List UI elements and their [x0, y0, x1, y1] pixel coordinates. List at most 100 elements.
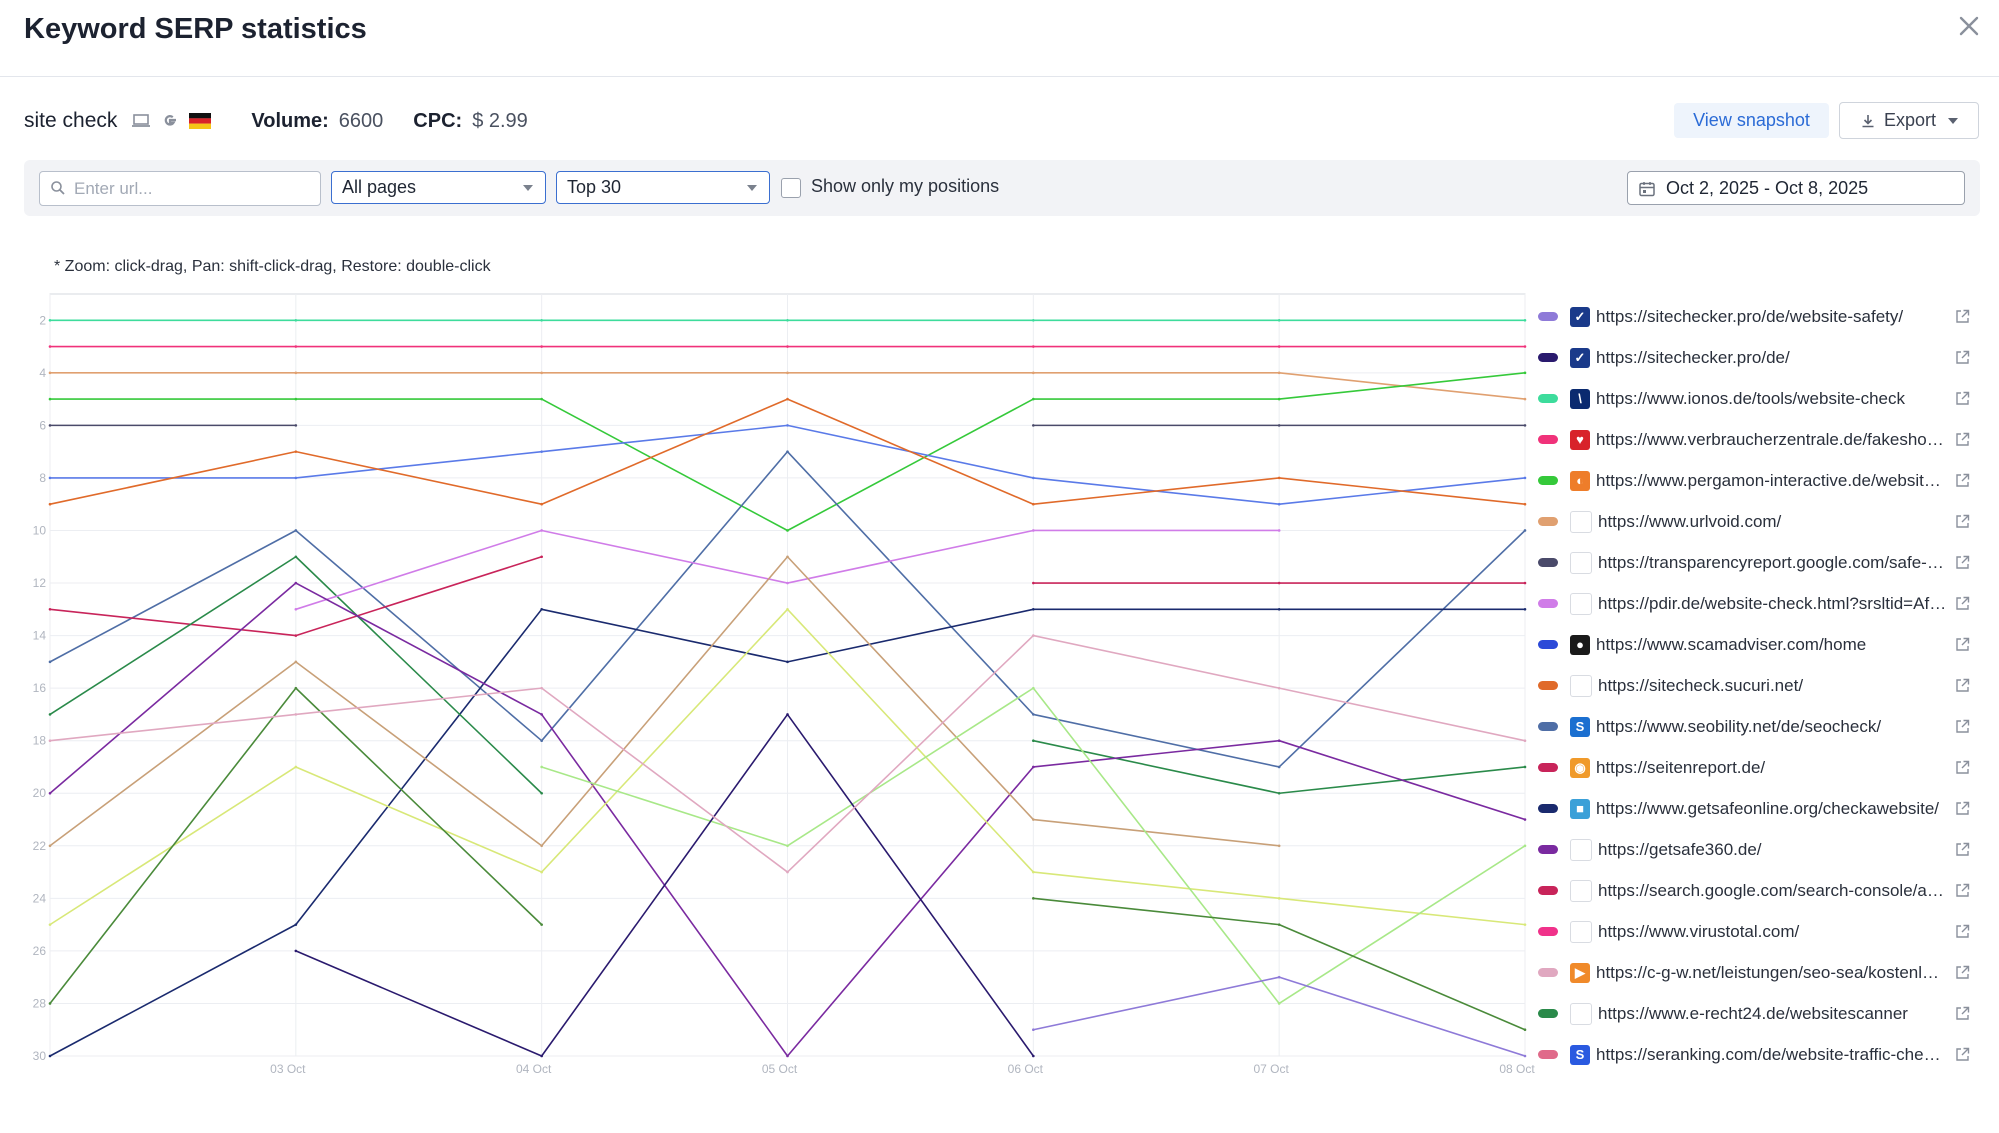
- legend-item[interactable]: https://transparencyreport.google.com/sa…: [1536, 542, 1976, 583]
- chevron-down-icon: [747, 185, 757, 191]
- legend-item[interactable]: ♥ https://www.verbraucherzentrale.de/fake…: [1536, 419, 1976, 460]
- view-snapshot-button[interactable]: View snapshot: [1674, 103, 1829, 138]
- favicon-icon: S: [1570, 1044, 1590, 1065]
- favicon-icon: ✓: [1570, 347, 1590, 368]
- legend-swatch: [1538, 640, 1558, 649]
- external-link-icon[interactable]: [1954, 882, 1971, 904]
- pages-select[interactable]: All pages: [331, 171, 546, 204]
- series-line[interactable]: [48, 581, 1527, 1058]
- legend-url: https://www.pergamon-interactive.de/webs…: [1596, 470, 1946, 490]
- close-icon[interactable]: [1952, 9, 1986, 43]
- external-link-icon[interactable]: [1954, 554, 1971, 576]
- legend-item[interactable]: https://pdir.de/website-check.html?srslt…: [1536, 583, 1976, 624]
- series-line[interactable]: [48, 608, 1527, 1058]
- favicon-icon: [1570, 674, 1592, 697]
- legend-url: https://sitecheck.sucuri.net/: [1598, 675, 1804, 695]
- series-line[interactable]: [48, 686, 1527, 1032]
- legend-item[interactable]: https://sitecheck.sucuri.net/: [1536, 665, 1976, 706]
- series-line[interactable]: [48, 555, 1527, 637]
- y-tick-label: 18: [33, 734, 47, 748]
- series-line[interactable]: [48, 371, 1527, 401]
- series-line[interactable]: [48, 345, 1527, 348]
- legend-item[interactable]: ◐ https://www.pergamon-interactive.de/web…: [1536, 460, 1976, 501]
- external-link-icon[interactable]: [1954, 1046, 1971, 1068]
- external-link-icon[interactable]: [1954, 390, 1971, 412]
- legend-item[interactable]: ▶ https://c-g-w.net/leistungen/seo-sea/ko…: [1536, 952, 1976, 993]
- url-input[interactable]: [72, 172, 316, 205]
- legend-item[interactable]: ✓ https://sitechecker.pro/de/website-safe…: [1536, 296, 1976, 337]
- external-link-icon[interactable]: [1954, 431, 1971, 453]
- external-link-icon[interactable]: [1954, 472, 1971, 494]
- y-tick-label: 26: [33, 944, 47, 958]
- series-line[interactable]: [48, 450, 1527, 769]
- external-link-icon[interactable]: [1954, 1005, 1971, 1027]
- external-link-icon[interactable]: [1954, 349, 1971, 371]
- series-segment: [1033, 897, 1526, 1031]
- series-line[interactable]: [48, 555, 1281, 848]
- series-line[interactable]: [294, 529, 1281, 611]
- y-tick-label: 4: [39, 366, 46, 380]
- external-link-icon[interactable]: [1954, 677, 1971, 699]
- legend-item[interactable]: \ https://www.ionos.de/tools/website-chec…: [1536, 378, 1976, 419]
- chart-series[interactable]: [48, 318, 1527, 1058]
- legend-url: https://search.google.com/search-console…: [1598, 880, 1948, 900]
- legend-item[interactable]: https://www.virustotal.com/: [1536, 911, 1976, 952]
- legend-item[interactable]: https://search.google.com/search-console…: [1536, 870, 1976, 911]
- show-only-my-positions-label[interactable]: Show only my positions: [811, 176, 1000, 196]
- top-select[interactable]: Top 30: [556, 171, 770, 204]
- volume-label: Volume:: [251, 109, 329, 132]
- external-link-icon[interactable]: [1954, 841, 1971, 863]
- external-link-icon[interactable]: [1954, 308, 1971, 330]
- external-link-icon[interactable]: [1954, 595, 1971, 617]
- series-line[interactable]: [294, 713, 1035, 1058]
- legend-url: https://www.ionos.de/tools/website-check: [1596, 388, 1905, 408]
- series-line[interactable]: [48, 424, 1527, 427]
- series-line[interactable]: [540, 686, 1527, 1005]
- series-line[interactable]: [48, 608, 1527, 926]
- series-line[interactable]: [48, 397, 1527, 506]
- legend-swatch: [1538, 968, 1558, 977]
- zoom-hint: * Zoom: click-drag, Pan: shift-click-dra…: [54, 258, 491, 275]
- series-line[interactable]: [1032, 975, 1527, 1058]
- favicon-icon: S: [1570, 716, 1590, 737]
- y-tick-label: 30: [33, 1049, 47, 1063]
- series-segment: [49, 608, 1525, 1057]
- export-button[interactable]: Export: [1839, 102, 1979, 139]
- legend-item[interactable]: ■ https://www.getsafeonline.org/checkaweb…: [1536, 788, 1976, 829]
- external-link-icon[interactable]: [1954, 923, 1971, 945]
- series-line[interactable]: [48, 318, 1527, 322]
- series-segment: [49, 687, 543, 1004]
- chevron-down-icon: [523, 185, 533, 191]
- legend-item[interactable]: ◉ https://seitenreport.de/: [1536, 747, 1976, 788]
- external-link-icon[interactable]: [1954, 800, 1971, 822]
- chart-legend: ✓ https://sitechecker.pro/de/website-safe…: [1536, 296, 1976, 1094]
- external-link-icon[interactable]: [1954, 636, 1971, 658]
- legend-item[interactable]: https://getsafe360.de/: [1536, 829, 1976, 870]
- external-link-icon[interactable]: [1954, 964, 1971, 986]
- cpc-label: CPC:: [413, 109, 463, 132]
- legend-swatch: [1538, 558, 1558, 567]
- legend-item[interactable]: https://www.e-recht24.de/websitescanner: [1536, 993, 1976, 1034]
- legend-item[interactable]: ✓ https://sitechecker.pro/de/: [1536, 337, 1976, 378]
- favicon-icon: [1570, 1002, 1592, 1025]
- external-link-icon[interactable]: [1954, 759, 1971, 781]
- date-range-picker[interactable]: Oct 2, 2025 - Oct 8, 2025: [1627, 171, 1965, 205]
- show-only-my-positions-checkbox[interactable]: [781, 178, 801, 198]
- external-link-icon[interactable]: [1954, 718, 1971, 740]
- legend-swatch: [1538, 476, 1558, 485]
- series-line[interactable]: [48, 634, 1527, 874]
- legend-item[interactable]: https://www.urlvoid.com/: [1536, 501, 1976, 542]
- series-segment: [49, 555, 543, 794]
- external-link-icon[interactable]: [1954, 513, 1971, 535]
- legend-swatch: [1538, 353, 1558, 362]
- series-segment: [295, 713, 1034, 1057]
- series-line[interactable]: [48, 424, 1527, 506]
- legend-url: https://c-g-w.net/leistungen/seo-sea/kos…: [1596, 962, 1946, 982]
- y-tick-label: 10: [33, 523, 47, 537]
- series-line[interactable]: [48, 371, 1527, 532]
- legend-item[interactable]: ● https://www.scamadviser.com/home: [1536, 624, 1976, 665]
- laptop-icon: [131, 113, 151, 129]
